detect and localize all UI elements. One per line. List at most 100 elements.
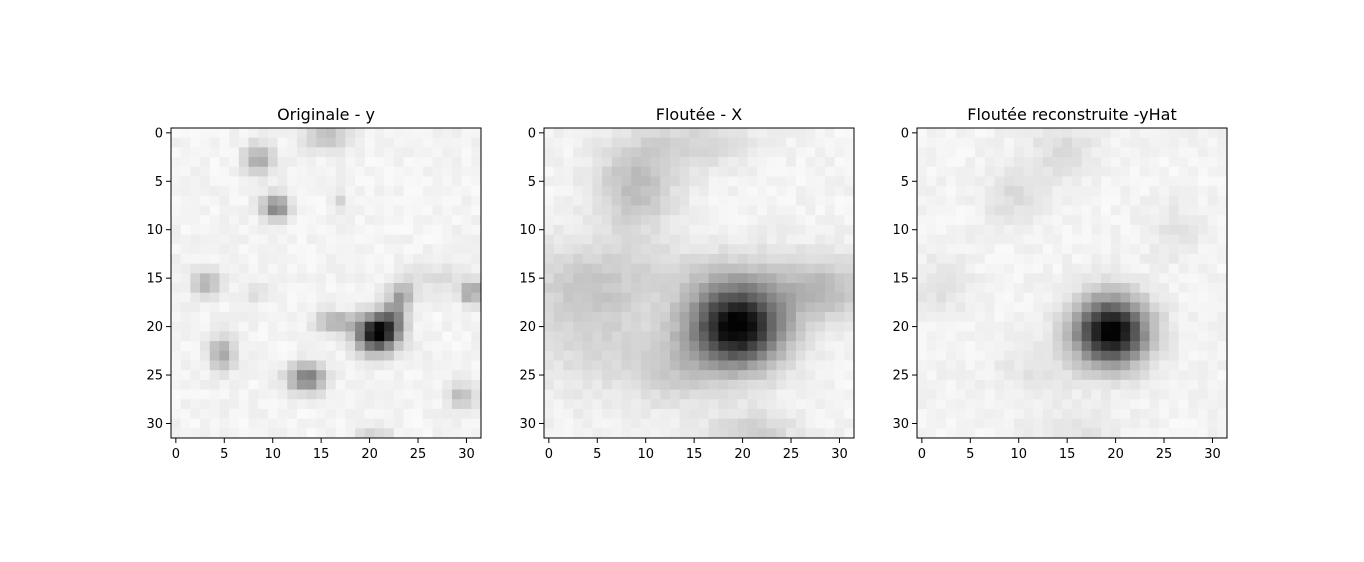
heatmap-cell — [1062, 224, 1073, 235]
heatmap-cell — [345, 302, 356, 313]
heatmap-cell — [926, 399, 937, 410]
heatmap-cell — [1033, 195, 1044, 206]
heatmap-cell — [936, 273, 947, 284]
heatmap-cell — [316, 147, 327, 158]
heatmap-cell — [795, 215, 806, 226]
heatmap-cell — [1149, 186, 1160, 197]
heatmap-cell — [355, 244, 366, 255]
heatmap-cell — [1013, 370, 1024, 381]
heatmap-cell — [364, 360, 375, 371]
heatmap-cell — [1042, 350, 1054, 361]
heatmap-cell — [267, 350, 278, 361]
heatmap-cell — [471, 292, 482, 303]
heatmap-cell — [573, 166, 584, 177]
heatmap-cell — [471, 331, 482, 342]
heatmap-cell — [699, 302, 710, 313]
heatmap-cell — [669, 244, 681, 255]
heatmap-cell — [413, 128, 424, 139]
heatmap-cell — [563, 186, 574, 197]
heatmap-cell — [258, 195, 269, 206]
heatmap-cell — [844, 341, 855, 352]
heatmap-cell — [200, 157, 211, 168]
heatmap-cell — [917, 360, 928, 371]
heatmap-cell — [296, 360, 308, 371]
heatmap-cell — [917, 186, 928, 197]
heatmap-cell — [403, 312, 414, 323]
heatmap-cell — [238, 215, 249, 226]
heatmap-cell — [1130, 292, 1141, 303]
heatmap-cell — [994, 428, 1005, 439]
heatmap-cell — [582, 389, 593, 400]
y-tick-label: 20 — [519, 320, 536, 335]
heatmap-cell — [277, 283, 288, 294]
heatmap-cell — [946, 360, 957, 371]
heatmap-cell — [795, 408, 806, 420]
heatmap-cell — [219, 215, 230, 226]
heatmap-cell — [1052, 360, 1063, 371]
heatmap-cell — [1188, 341, 1199, 352]
heatmap-cell — [679, 399, 690, 410]
heatmap-cell — [1149, 331, 1160, 342]
heatmap-cell — [1033, 244, 1044, 255]
heatmap-cell — [1159, 205, 1170, 216]
heatmap-cell — [592, 205, 603, 216]
heatmap-cell — [335, 157, 346, 168]
heatmap-cell — [355, 350, 366, 361]
heatmap-cell — [277, 428, 288, 439]
heatmap-cell — [984, 389, 995, 400]
heatmap-cell — [374, 224, 385, 235]
heatmap-cell — [1110, 428, 1121, 439]
heatmap-cell — [1207, 195, 1218, 206]
heatmap-cell — [1033, 389, 1044, 400]
heatmap-cell — [994, 176, 1005, 187]
heatmap-cell — [582, 157, 593, 168]
heatmap-cell — [1013, 195, 1024, 206]
heatmap-cell — [374, 379, 385, 390]
heatmap-cell — [451, 234, 463, 245]
heatmap-cell — [1188, 389, 1199, 400]
heatmap-cell — [660, 234, 671, 245]
heatmap-cell — [200, 370, 211, 381]
heatmap-cell — [946, 263, 957, 274]
heatmap-cell — [592, 195, 603, 206]
heatmap-cell — [200, 418, 211, 429]
heatmap-cell — [708, 283, 719, 294]
heatmap-cell — [631, 244, 642, 255]
heatmap-cell — [345, 399, 356, 410]
heatmap-cell — [1197, 244, 1209, 255]
heatmap-cell — [1168, 428, 1179, 439]
heatmap-cell — [442, 292, 453, 303]
heatmap-cell — [1159, 321, 1170, 332]
heatmap-cell — [229, 195, 240, 206]
heatmap-cell — [316, 389, 327, 400]
heatmap-cell — [1217, 273, 1228, 284]
heatmap-cell — [403, 215, 414, 226]
heatmap-cell — [471, 428, 482, 439]
heatmap-cell — [1101, 128, 1112, 139]
heatmap-cell — [815, 389, 826, 400]
heatmap-cell — [1139, 321, 1150, 332]
heatmap-cell — [219, 263, 230, 274]
heatmap-cell — [306, 147, 317, 158]
heatmap-cell — [374, 205, 385, 216]
heatmap-cell — [544, 360, 555, 371]
heatmap-cell — [461, 321, 472, 332]
heatmap-cell — [708, 128, 719, 139]
heatmap-cell — [461, 350, 472, 361]
heatmap-cell — [544, 389, 555, 400]
heatmap-cell — [316, 137, 327, 148]
heatmap-cell — [422, 195, 433, 206]
heatmap-cell — [219, 244, 230, 255]
heatmap-cell — [277, 263, 288, 274]
heatmap-cell — [728, 360, 739, 371]
heatmap-cell — [384, 418, 395, 429]
heatmap-cell — [471, 195, 482, 206]
heatmap-cell — [364, 128, 375, 139]
heatmap-cell — [200, 195, 211, 206]
heatmap-cell — [403, 186, 414, 197]
heatmap-cell — [1149, 263, 1160, 274]
heatmap-cell — [451, 205, 463, 216]
heatmap-cell — [229, 128, 240, 139]
heatmap-cell — [824, 312, 836, 323]
heatmap-cell — [287, 205, 298, 216]
